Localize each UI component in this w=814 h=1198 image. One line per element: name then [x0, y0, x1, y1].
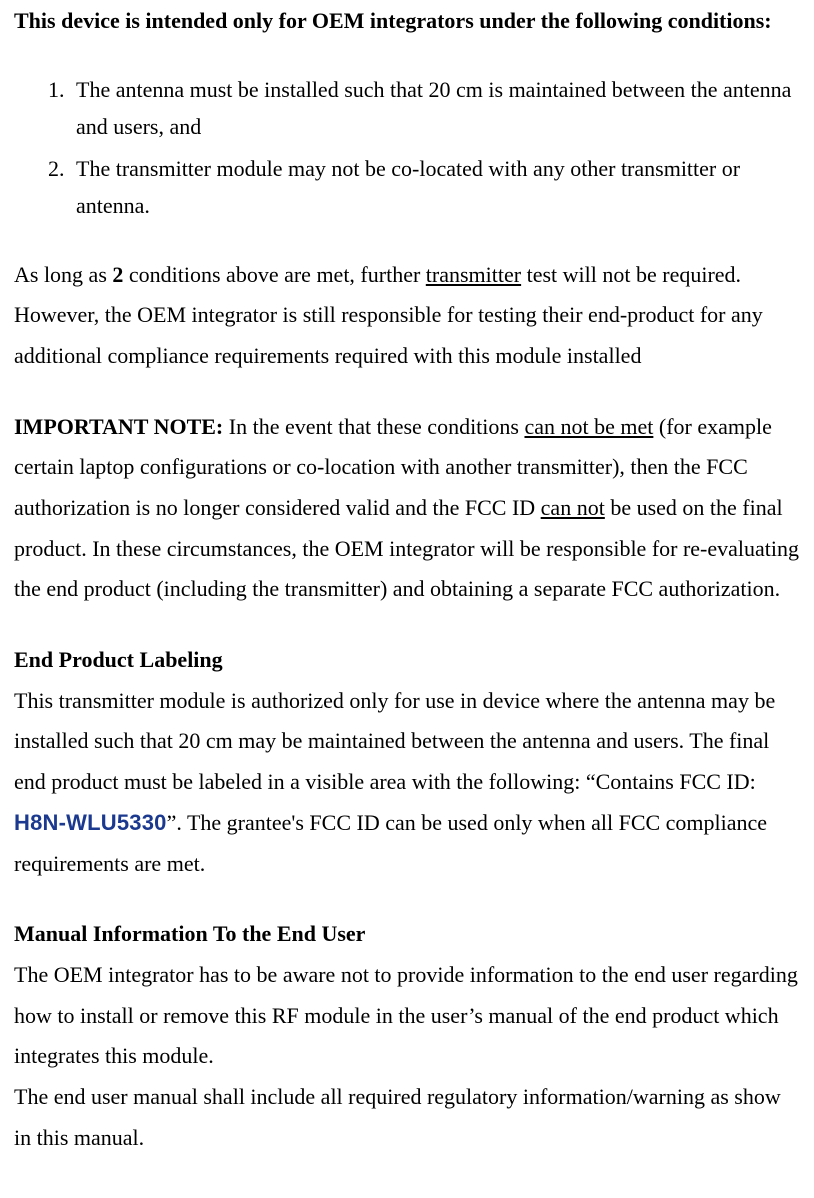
section-end-product-labeling: End Product Labeling This transmitter mo…	[14, 640, 800, 884]
heading-labeling: End Product Labeling	[14, 647, 223, 672]
text-fragment: The end user manual shall include all re…	[14, 1084, 781, 1150]
paragraph-important-note: IMPORTANT NOTE: In the event that these …	[14, 407, 800, 610]
text-bold-two: 2	[112, 262, 123, 287]
condition-item-1: The antenna must be installed such that …	[70, 71, 800, 146]
heading-manual-info: Manual Information To the End User	[14, 921, 365, 946]
text-underline-transmitter: transmitter	[426, 262, 521, 287]
text-fragment: This transmitter module is authorized on…	[14, 688, 775, 794]
condition-item-2: The transmitter module may not be co-loc…	[70, 150, 800, 225]
paragraph-conditions-met: As long as 2 conditions above are met, f…	[14, 255, 800, 377]
conditions-list: The antenna must be installed such that …	[14, 71, 800, 225]
text-fragment: conditions above are met, further	[123, 262, 425, 287]
important-note-label: IMPORTANT NOTE:	[14, 414, 223, 439]
document-title: This device is intended only for OEM int…	[14, 4, 800, 37]
text-fragment: In the event that these conditions	[223, 414, 524, 439]
fcc-id-value: H8N-WLU5330	[14, 810, 167, 835]
heading-part-a: End Product	[14, 647, 134, 672]
heading-part-b: Labeling	[134, 647, 223, 672]
text-fragment: As long as	[14, 262, 112, 287]
text-underline-cannot: can not be met	[524, 414, 653, 439]
text-fragment: The OEM integrator has to be aware not t…	[14, 962, 798, 1068]
document-page: This device is intended only for OEM int…	[0, 4, 814, 1198]
section-manual-info: Manual Information To the End User The O…	[14, 914, 800, 1158]
text-underline-cannot: can not	[541, 495, 605, 520]
